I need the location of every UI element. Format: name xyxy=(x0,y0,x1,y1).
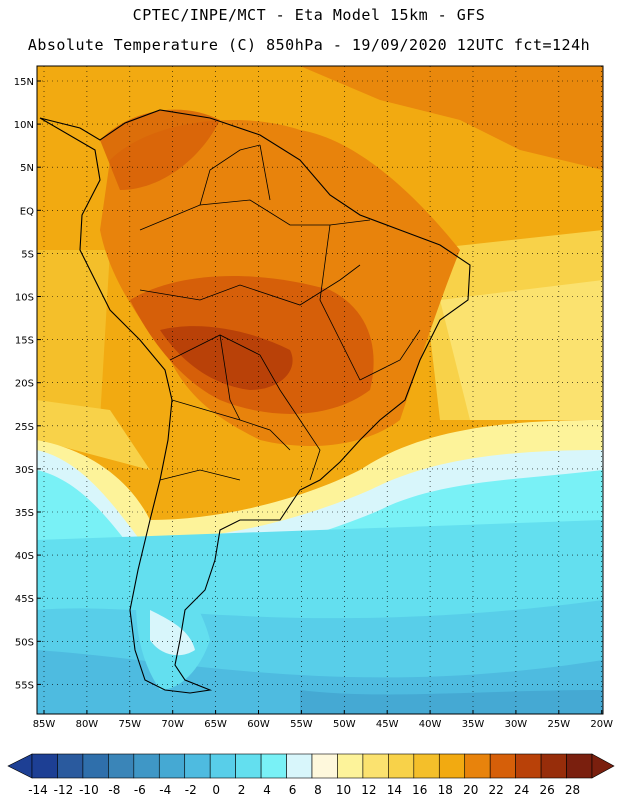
colorbar-label: 16 xyxy=(412,783,428,797)
lat-label: 35S xyxy=(15,508,34,519)
colorbar-cell xyxy=(362,753,389,779)
lat-label: 40S xyxy=(15,551,34,562)
colorbar-cell xyxy=(108,753,135,779)
title-line-2: Absolute Temperature (C) 850hPa - 19/09/… xyxy=(27,36,591,54)
lon-label: 55W xyxy=(290,719,313,730)
colorbar-label: -12 xyxy=(53,783,74,797)
colorbar-label: -14 xyxy=(28,783,48,797)
lat-label: 25S xyxy=(15,422,34,433)
colorbar-cell xyxy=(489,753,516,779)
lat-label: 15N xyxy=(14,77,34,88)
colorbar-label: -4 xyxy=(159,783,172,797)
colorbar-cell xyxy=(337,753,364,779)
colorbar-cell xyxy=(438,753,466,779)
colorbar-label: -10 xyxy=(79,783,99,797)
colorbar-cell xyxy=(515,753,542,779)
colorbar-cell xyxy=(464,753,491,779)
colorbar-label: 0 xyxy=(212,783,220,797)
colorbar-low-arrow xyxy=(7,753,33,779)
lon-label: 20W xyxy=(590,719,613,730)
lat-label: 5S xyxy=(21,249,34,260)
lat-label: 10S xyxy=(15,293,34,304)
colorbar-label: 2 xyxy=(237,783,246,797)
lon-label: 65W xyxy=(204,719,227,730)
lon-label: 70W xyxy=(161,719,184,730)
colorbar-cell xyxy=(235,753,262,779)
lat-label: 10N xyxy=(14,120,34,131)
colorbar-cell xyxy=(566,753,593,779)
lat-label: 5N xyxy=(20,163,34,174)
colorbar-cell xyxy=(57,753,84,779)
colorbar-cell xyxy=(311,753,338,779)
colorbar-label: 24 xyxy=(513,783,530,797)
lon-label: 50W xyxy=(333,719,356,730)
lon-label: 35W xyxy=(462,719,485,730)
lon-label: 60W xyxy=(247,719,270,730)
lon-label: 40W xyxy=(419,719,442,730)
lon-label: 25W xyxy=(547,719,570,730)
lat-lon-grid xyxy=(37,66,603,714)
colorbar-label: 12 xyxy=(361,783,377,797)
colorbar-label: -8 xyxy=(108,783,121,797)
lat-label: 45S xyxy=(15,594,34,605)
colorbar-cell xyxy=(184,753,211,779)
colorbar-high-arrow xyxy=(591,753,615,779)
colorbar-label: 6 xyxy=(288,783,297,797)
colorbar-label: -6 xyxy=(133,783,146,797)
colorbar-cell xyxy=(158,753,186,779)
colorbar-cell xyxy=(413,753,440,779)
colorbar-cell xyxy=(209,753,236,779)
colorbar-label: 22 xyxy=(488,783,504,797)
lon-label: 85W xyxy=(33,719,56,730)
colorbar-cell xyxy=(31,753,58,779)
colorbar-cell xyxy=(286,753,313,779)
colorbar-label: 28 xyxy=(564,783,581,797)
lat-label: 55S xyxy=(15,680,34,691)
colorbar-cell xyxy=(388,753,415,779)
lon-label: 45W xyxy=(376,719,399,730)
lat-label: 30S xyxy=(15,465,34,476)
colorbar-cell xyxy=(133,753,160,779)
title-line-1: CPTEC/INPE/MCT - Eta Model 15km - GFS xyxy=(132,6,486,24)
lat-label: 15S xyxy=(15,336,34,347)
lon-label: 30W xyxy=(505,719,528,730)
colorbar-label: 20 xyxy=(463,783,479,797)
lat-label: 50S xyxy=(15,637,34,648)
colorbar-label: 14 xyxy=(386,783,402,797)
axis-ticks: 15N 10N 5N EQ 5S 10S 15S 20S 25S 30S 35S 40S 45S 50S 5… xyxy=(14,77,613,730)
colorbar-label: 10 xyxy=(335,783,352,797)
lat-label: EQ xyxy=(20,206,34,217)
colorbar-label: 26 xyxy=(539,783,555,797)
colorbar-label: 18 xyxy=(437,783,453,797)
lon-label: 75W xyxy=(118,719,141,730)
lat-label: 20S xyxy=(15,379,34,390)
colorbar-cell xyxy=(260,753,287,779)
colorbar-cell xyxy=(540,753,567,779)
colorbar-label: 4 xyxy=(263,783,271,797)
lon-label: 80W xyxy=(76,719,99,730)
colorbar-cell xyxy=(82,753,109,779)
colorbar-label: -2 xyxy=(184,783,197,797)
colorbar-label: 8 xyxy=(314,783,322,797)
